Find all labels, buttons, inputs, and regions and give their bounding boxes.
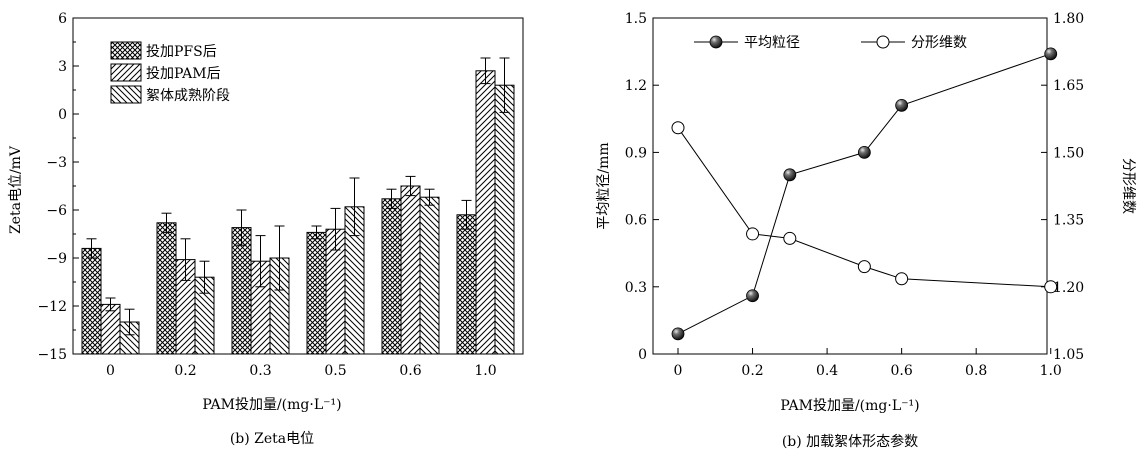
chart2-point-size xyxy=(747,290,759,302)
chart2-point-fractal xyxy=(784,232,796,244)
chart1-bar xyxy=(232,228,251,354)
chart2-left-y-tick-label: 1.5 xyxy=(625,11,647,27)
chart2-right-y-tick-label: 1.05 xyxy=(1053,347,1084,363)
chart2-point-size xyxy=(896,99,908,111)
chart2-plot-frame xyxy=(653,18,1047,354)
chart2-right-y-tick-label: 1.65 xyxy=(1053,78,1084,94)
chart1-bar xyxy=(420,197,439,354)
chart1-y-tick-label: −15 xyxy=(37,347,67,363)
chart2-point-size xyxy=(784,169,796,181)
chart1-legend-label: 投加PFS后 xyxy=(146,44,217,60)
chart2-point-size xyxy=(858,146,870,158)
chart2-x-tick-label: 0.4 xyxy=(816,363,838,379)
chart1-legend-label: 投加PAM后 xyxy=(146,66,221,82)
chart1-x-tick-label: 0.3 xyxy=(249,363,271,379)
chart2-left-y-axis-label: 平均粒径/mm xyxy=(596,142,612,229)
chart2-legend-marker xyxy=(877,36,889,48)
chart2-series xyxy=(672,48,1057,340)
chart1-bar xyxy=(82,248,101,354)
chart2-x-tick-label: 1.0 xyxy=(1040,363,1062,379)
chart2-point-size xyxy=(1045,48,1057,60)
chart1-bar xyxy=(401,186,420,354)
chart2-legend-marker xyxy=(710,36,722,48)
chart1-y-tick-label: −6 xyxy=(46,203,67,219)
chart1-legend-label: 絮体成熟阶段 xyxy=(146,87,230,104)
chart2-point-size xyxy=(672,328,684,340)
chart1-x-tick-label: 1.0 xyxy=(474,363,496,379)
chart1-bar xyxy=(457,215,476,354)
chart2-legend-label: 平均粒径 xyxy=(744,35,800,51)
chart2-left-y-tick-label: 0.6 xyxy=(625,213,647,229)
chart2-left-y-tick-label: 0.9 xyxy=(625,145,647,161)
chart1-x-tick-label: 0 xyxy=(106,363,115,379)
chart1-y-tick-label: −9 xyxy=(46,251,67,267)
chart2-legend-label: 分形维数 xyxy=(911,35,967,51)
chart2-point-fractal xyxy=(747,228,759,240)
chart2-right-y-tick-label: 1.50 xyxy=(1053,145,1084,161)
chart2-right-y-axis-label: 分形维数 xyxy=(1120,158,1136,214)
chart2-right-y-tick-label: 1.35 xyxy=(1053,213,1084,229)
chart2-left-y-tick-label: 0 xyxy=(638,347,647,363)
chart2-x-tick-label: 0.2 xyxy=(741,363,763,379)
chart2-point-fractal xyxy=(1045,281,1057,293)
chart1-y-tick-label: 0 xyxy=(58,107,67,123)
chart2-caption: (b) 加载絮体形态参数 xyxy=(782,433,918,450)
chart1-bar xyxy=(157,223,176,354)
chart1-bar xyxy=(476,71,495,354)
chart1-legend-swatch xyxy=(111,86,141,103)
chart2-left-y-tick-label: 1.2 xyxy=(625,78,647,94)
chart1-x-axis-label: PAM投加量/(mg·L⁻¹) xyxy=(202,397,341,413)
chart2-x-tick-label: 0.8 xyxy=(965,363,987,379)
chart2-right-y-tick-label: 1.80 xyxy=(1053,11,1084,27)
chart1-bar xyxy=(495,85,514,354)
chart1-y-tick-label: 6 xyxy=(58,11,67,27)
zeta-bar-chart: 6 3 0 −3 −6 −9 −12 −15 0 0.2 0.3 0.5 0.6 1.0 投加PFS后投加… xyxy=(8,11,523,447)
chart1-legend-swatch xyxy=(111,64,141,81)
chart1-y-tick-label: −12 xyxy=(37,299,67,315)
chart2-point-fractal xyxy=(672,122,684,134)
chart2-right-y-tick-label: 1.20 xyxy=(1053,280,1084,296)
chart2-x-axis-label: PAM投加量/(mg·L⁻¹) xyxy=(780,398,919,414)
chart2-series-line xyxy=(678,54,1051,334)
chart2-point-fractal xyxy=(858,261,870,273)
chart1-x-tick-label: 0.6 xyxy=(399,363,421,379)
chart1-bar xyxy=(307,232,326,354)
chart1-y-tick-label: 3 xyxy=(58,59,67,75)
chart1-x-tick-label: 0.5 xyxy=(324,363,346,379)
chart1-caption: (b) Zeta电位 xyxy=(230,431,314,447)
chart1-bar xyxy=(382,199,401,354)
chart1-y-axis-label: Zeta电位/mV xyxy=(8,145,24,234)
chart2-left-y-tick-label: 0.3 xyxy=(625,280,647,296)
chart2-point-fractal xyxy=(896,273,908,285)
chart2-legend: 平均粒径 分形维数 xyxy=(694,35,967,51)
chart1-legend-swatch xyxy=(111,42,141,59)
chart1-bar xyxy=(101,304,120,354)
chart1-y-tick-label: −3 xyxy=(46,155,67,171)
floc-morphology-line-chart: 0 0.3 0.6 0.9 1.2 1.5 1.05 1.20 1.35 1.50 1.65 1.80… xyxy=(596,11,1136,450)
chart2-x-tick-label: 0.6 xyxy=(891,363,913,379)
chart2-x-tick-label: 0 xyxy=(674,363,683,379)
chart1-x-tick-label: 0.2 xyxy=(174,363,196,379)
